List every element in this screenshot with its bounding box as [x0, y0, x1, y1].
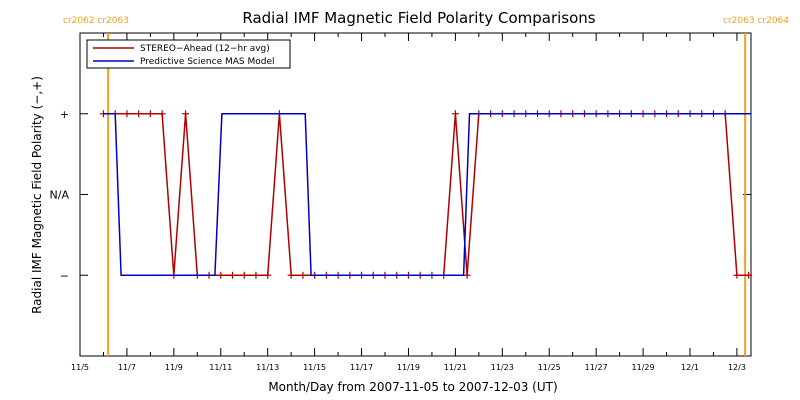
carrington-rotation-lines: cr2062 cr2063 cr2063 cr2064 [63, 16, 789, 356]
data-point [264, 271, 272, 279]
legend-box [86, 39, 291, 69]
data-point [463, 271, 471, 279]
y-tick-label: N/A [50, 189, 70, 202]
x-tick-label: 11/17 [350, 363, 373, 372]
series-line-mas-model [103, 113, 751, 277]
x-tick-label: 11/13 [256, 363, 279, 372]
x-tick-label: 12/3 [728, 363, 746, 372]
plot-area: cr2062 cr2063 cr2063 cr2064 [63, 16, 789, 357]
axis-ticks [79, 33, 751, 356]
y-tick-labels: + N/A − [50, 108, 70, 283]
data-point [733, 271, 741, 279]
legend-entry-stereo: STEREO−Ahead (12−hr avg) [140, 44, 270, 54]
legend-entry-mas-model: Predictive Science MAS Model [140, 57, 275, 67]
data-point [158, 110, 166, 118]
x-tick-label: 11/29 [632, 363, 655, 372]
data-point [217, 271, 225, 279]
series-line-stereo [103, 113, 749, 277]
x-tick-label: 12/1 [681, 363, 699, 372]
x-tick-label: 11/11 [209, 363, 232, 372]
y-tick-label: + [60, 108, 69, 121]
data-point [182, 110, 190, 118]
carrington-rotation-label: cr2062 cr2063 [63, 16, 129, 26]
x-tick-label: 11/21 [444, 363, 467, 372]
x-axis-label: Month/Day from 2007-11-05 to 2007-12-03 … [268, 380, 557, 394]
x-tick-label: 11/9 [165, 363, 183, 372]
series-layer [99, 110, 753, 279]
data-point [287, 271, 295, 279]
data-point [451, 110, 459, 118]
y-tick-label: − [60, 269, 69, 282]
x-tick-label: 11/19 [397, 363, 420, 372]
x-tick-label: 11/23 [491, 363, 514, 372]
data-point [240, 271, 248, 279]
data-point [745, 271, 753, 279]
data-point [123, 110, 131, 118]
data-point [299, 271, 307, 279]
data-point [252, 271, 260, 279]
carrington-rotation-label: cr2063 cr2064 [723, 16, 789, 26]
data-point [146, 110, 154, 118]
x-tick-labels: 11/5 11/7 11/9 11/11 11/13 11/15 11/17 11/19 11/… [71, 363, 746, 372]
x-tick-label: 11/7 [118, 363, 136, 372]
plot-frame [79, 32, 752, 357]
x-tick-label: 11/15 [303, 363, 326, 372]
chart-title: Radial IMF Magnetic Field Polarity Compa… [242, 9, 595, 27]
data-point [229, 271, 236, 279]
data-point [135, 110, 143, 118]
x-tick-label: 11/5 [71, 363, 89, 372]
y-axis-label: Radial IMF Magnetic Field Polarity (−,+) [30, 76, 44, 314]
x-tick-label: 11/27 [585, 363, 608, 372]
x-tick-label: 11/25 [538, 363, 561, 372]
legend: STEREO−Ahead (12−hr avg) Predictive Scie… [86, 39, 291, 69]
